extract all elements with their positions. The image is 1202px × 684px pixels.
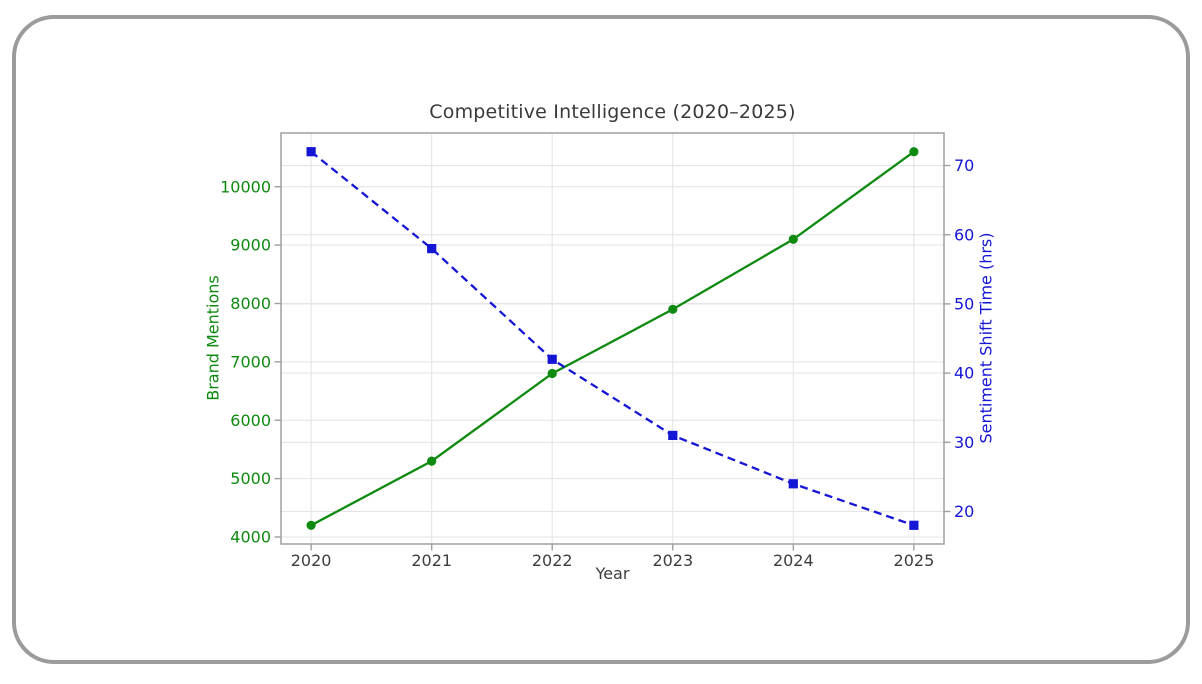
left-tick-label: 7000 — [230, 353, 271, 372]
series-markers-0 — [306, 147, 919, 530]
data-point — [909, 147, 919, 157]
left-tick-labels: 4000 5000 6000 7000 8000 9000 10000 — [220, 177, 271, 546]
x-tick-label: 2024 — [773, 551, 814, 570]
right-y-axis-label: Sentiment Shift Time (hrs) — [976, 232, 996, 444]
data-point — [306, 147, 316, 157]
left-tick-label: 6000 — [230, 411, 271, 430]
right-tick-label: 60 — [954, 225, 974, 244]
left-tick-label: 8000 — [230, 294, 271, 313]
right-tick-label: 30 — [954, 433, 974, 452]
x-axis-label: Year — [595, 564, 630, 583]
data-point — [427, 244, 437, 254]
x-tick-label: 2021 — [411, 551, 452, 570]
window-frame — [12, 15, 1190, 664]
data-point — [306, 520, 316, 530]
data-point — [668, 304, 678, 314]
plot-spines — [280, 132, 945, 545]
x-tick-label: 2025 — [894, 551, 935, 570]
series-line-0 — [310, 150, 915, 527]
left-tick-label: 10000 — [220, 177, 271, 196]
right-tick-label: 20 — [954, 502, 974, 521]
data-point — [668, 430, 678, 440]
left-tick-label: 4000 — [230, 528, 271, 547]
series-line-1 — [310, 150, 915, 527]
x-tick-label: 2023 — [652, 551, 693, 570]
right-tick-labels: 20 30 40 50 60 70 — [954, 156, 974, 521]
left-y-axis-label: Brand Mentions — [203, 275, 223, 401]
x-tick-labels: 2020 2021 2022 2023 2024 2025 — [291, 551, 935, 570]
chart-title: Competitive Intelligence (2020–2025) — [429, 101, 796, 123]
right-tick-label: 70 — [954, 156, 974, 175]
data-point — [547, 368, 557, 379]
data-point — [547, 354, 557, 364]
x-tick-label: 2020 — [291, 551, 332, 570]
left-tick-label: 9000 — [230, 236, 271, 255]
data-point — [788, 234, 798, 244]
data-point — [427, 456, 437, 466]
left-tick-label: 5000 — [230, 469, 271, 488]
right-tick-label: 50 — [954, 295, 974, 314]
x-tick-label: 2022 — [532, 551, 573, 570]
tick-marks — [274, 164, 951, 551]
data-point — [788, 479, 798, 489]
grid-lines — [281, 133, 944, 544]
data-point — [909, 520, 919, 530]
right-tick-label: 40 — [954, 364, 974, 383]
series-markers-1 — [306, 147, 919, 530]
